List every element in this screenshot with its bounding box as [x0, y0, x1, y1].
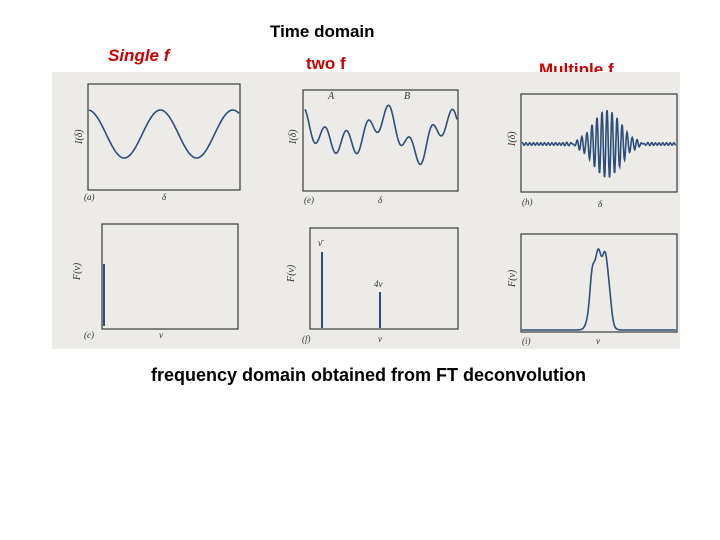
panel-c-frame: [101, 223, 239, 330]
scanned-figure: I(δ) (a) δ A B I(δ) (e) δ I(δ) (h) δ F(ν…: [52, 72, 680, 349]
panel-f-line-2-label: 4ν: [374, 279, 383, 289]
panel-f-tag: (f): [302, 334, 311, 344]
panel-a-ylabel: I(δ): [74, 129, 85, 145]
panel-e-wave: [304, 104, 458, 166]
peak-label-b: B: [404, 91, 410, 102]
single-f-label: Single f: [108, 46, 170, 65]
panel-c-ylabel: F(ν): [72, 262, 83, 281]
peak-label-a: A: [327, 91, 335, 102]
panel-a-frame: [87, 83, 241, 191]
panel-a-xlabel: δ: [162, 192, 167, 202]
panel-h-frame: [520, 93, 678, 193]
figure-svg: I(δ) (a) δ A B I(δ) (e) δ I(δ) (h) δ F(ν…: [72, 83, 678, 346]
panel-i-tag: (i): [522, 336, 531, 346]
panel-i-xlabel: ν: [596, 336, 600, 346]
panel-f-xlabel: ν: [378, 334, 382, 344]
panel-i-band: [522, 248, 676, 331]
time-domain-title: Time domain: [270, 22, 375, 41]
panel-f-ylabel: F(ν): [286, 264, 297, 283]
panel-c-xlabel: ν: [159, 330, 163, 340]
frequency-domain-caption: frequency domain obtained from FT deconv…: [151, 365, 587, 385]
panel-h-xlabel: δ: [598, 199, 603, 209]
panel-e-xlabel: δ: [378, 195, 383, 205]
panel-e-frame: [302, 89, 459, 192]
panel-h-tag: (h): [522, 197, 533, 207]
two-f-label: two f: [306, 54, 346, 73]
panel-c-tag: (c): [84, 330, 94, 340]
panel-e-tag: (e): [304, 195, 314, 205]
panel-h-ylabel: I(δ): [507, 131, 518, 147]
panel-f-line-1-label: ν̄: [318, 238, 325, 248]
panel-f-frame: [309, 227, 459, 330]
panel-i-ylabel: F(ν): [507, 269, 518, 288]
panel-h-wave: [521, 109, 677, 178]
panel-a-wave: [88, 109, 240, 159]
panel-e-ylabel: I(δ): [288, 129, 299, 145]
panel-a-tag: (a): [84, 192, 95, 202]
panel-i-frame: [520, 233, 678, 333]
